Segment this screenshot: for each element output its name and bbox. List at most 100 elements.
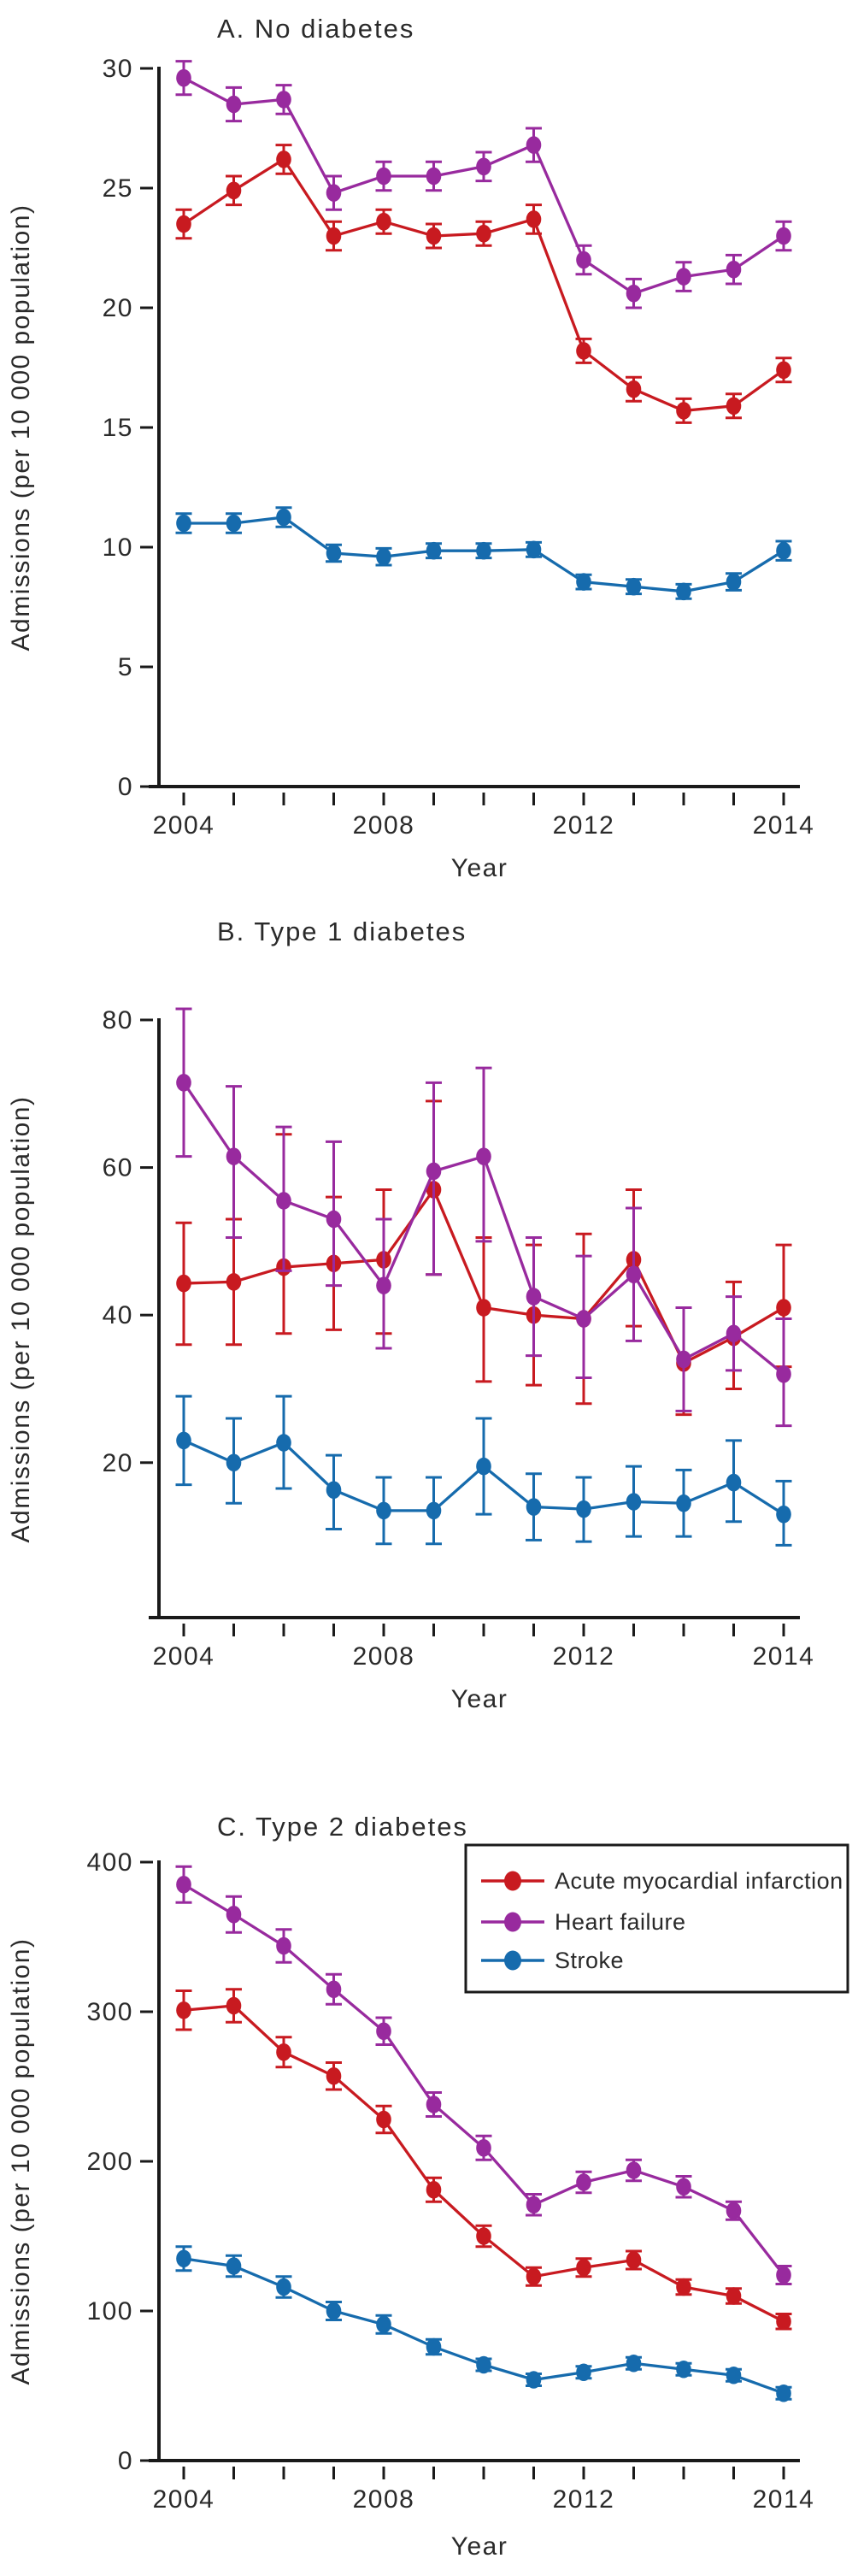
legend-label: Acute myocardial infarction [555, 1868, 843, 1894]
series-stroke [175, 506, 792, 601]
data-point-marker [376, 167, 391, 186]
data-point-marker [326, 1210, 342, 1229]
data-point-marker [726, 2366, 742, 2384]
y-tick-label: 10 [103, 533, 133, 562]
panel-title: B. Type 1 diabetes [217, 917, 467, 946]
data-point-marker [526, 1498, 542, 1516]
data-point-marker [176, 2001, 191, 2019]
y-tick-label: 20 [103, 1449, 133, 1477]
legend-item-acute-myocardial-infarction: Acute myocardial infarction [481, 1868, 843, 1894]
x-tick-label: 2012 [553, 1642, 615, 1671]
data-point-marker [526, 1288, 542, 1306]
y-tick-label: 20 [103, 294, 133, 322]
data-point-marker [326, 1481, 342, 1500]
data-point-marker [776, 2312, 791, 2331]
data-point-marker [526, 2196, 542, 2214]
data-point-marker [476, 2355, 491, 2374]
data-point-marker [276, 2043, 291, 2061]
data-point-marker [226, 1147, 242, 1165]
data-point-marker [376, 2022, 391, 2041]
data-point-marker [726, 397, 742, 416]
data-point-marker [276, 508, 291, 527]
x-tick-label: 2004 [153, 2485, 215, 2514]
legend-item-stroke: Stroke [481, 1948, 624, 1973]
data-point-marker [776, 361, 791, 380]
chart-panel-c-type2-diabetes: C. Type 2 diabetes Admissions (per 10 000… [7, 1812, 849, 2561]
x-tick-label: 2014 [753, 2485, 815, 2514]
data-point-marker [776, 541, 791, 560]
data-point-marker [176, 68, 191, 87]
data-point-marker [226, 1273, 242, 1291]
data-point-marker [426, 2337, 442, 2356]
data-point-marker [576, 2258, 591, 2277]
legend-label: Heart failure [555, 1909, 686, 1935]
x-axis-label: Year [451, 2532, 508, 2561]
data-point-marker [776, 2266, 791, 2284]
data-point-marker [726, 2287, 742, 2305]
data-point-marker [576, 1310, 591, 1328]
data-point-marker [626, 577, 642, 596]
series-line [183, 157, 785, 413]
y-axis-label: Admissions (per 10 000 population) [7, 204, 35, 651]
legend-marker [504, 1950, 521, 1971]
data-point-marker [426, 2180, 442, 2199]
data-point-marker [726, 1324, 742, 1343]
y-tick-label: 15 [103, 414, 133, 442]
data-point-marker [476, 2138, 491, 2157]
data-point-marker [326, 1980, 342, 1999]
y-tick-label: 100 [86, 2297, 133, 2325]
data-point-marker [676, 582, 691, 601]
data-point-marker [626, 2251, 642, 2269]
y-tick-label: 40 [103, 1301, 133, 1329]
data-point-marker [276, 1936, 291, 1955]
data-point-marker [526, 210, 542, 228]
series-line [183, 76, 785, 296]
data-point-marker [576, 2173, 591, 2191]
data-point-marker [576, 573, 591, 591]
data-point-marker [226, 2257, 242, 2275]
data-point-marker [476, 1147, 491, 1165]
y-tick-label: 80 [103, 1006, 133, 1035]
data-point-marker [176, 1875, 191, 1894]
data-point-marker [176, 1431, 191, 1450]
data-point-marker [426, 1162, 442, 1181]
y-tick-label: 60 [103, 1154, 133, 1182]
data-point-marker [476, 541, 491, 560]
data-point-marker [476, 157, 491, 176]
data-point-marker [426, 541, 442, 560]
data-point-marker [526, 540, 542, 559]
data-point-marker [526, 2371, 542, 2389]
data-point-marker [676, 402, 691, 420]
data-point-marker [676, 2360, 691, 2379]
panel-title: A. No diabetes [217, 14, 414, 44]
data-point-marker [776, 2384, 791, 2402]
data-point-marker [176, 1074, 191, 1092]
data-point-marker [626, 2161, 642, 2179]
data-point-marker [376, 2110, 391, 2129]
chart-panel-b-type1-diabetes: B. Type 1 diabetes Admissions (per 10 000… [7, 917, 815, 1713]
data-point-marker [476, 224, 491, 243]
data-point-marker [276, 91, 291, 109]
data-point-marker [326, 544, 342, 563]
data-point-marker [676, 1350, 691, 1369]
x-tick-label: 2014 [753, 1642, 815, 1671]
data-point-marker [576, 251, 591, 269]
y-tick-label: 400 [86, 1848, 133, 1877]
data-point-marker [576, 2363, 591, 2382]
x-tick-label: 2004 [153, 1642, 215, 1671]
x-tick-label: 2008 [353, 1642, 415, 1671]
series-stroke [175, 2245, 792, 2402]
data-point-marker [426, 227, 442, 245]
data-point-marker [326, 2066, 342, 2085]
data-point-marker [426, 167, 442, 186]
data-point-marker [776, 1365, 791, 1383]
series-acute-myocardial-infarction [175, 1988, 792, 2331]
x-tick-label: 2012 [553, 811, 615, 840]
data-point-marker [776, 1299, 791, 1317]
data-point-marker [176, 215, 191, 233]
data-point-marker [526, 2267, 542, 2286]
data-point-marker [676, 2278, 691, 2296]
y-tick-label: 200 [86, 2148, 133, 2176]
x-tick-label: 2014 [753, 811, 815, 840]
x-axis-label: Year [451, 854, 508, 882]
